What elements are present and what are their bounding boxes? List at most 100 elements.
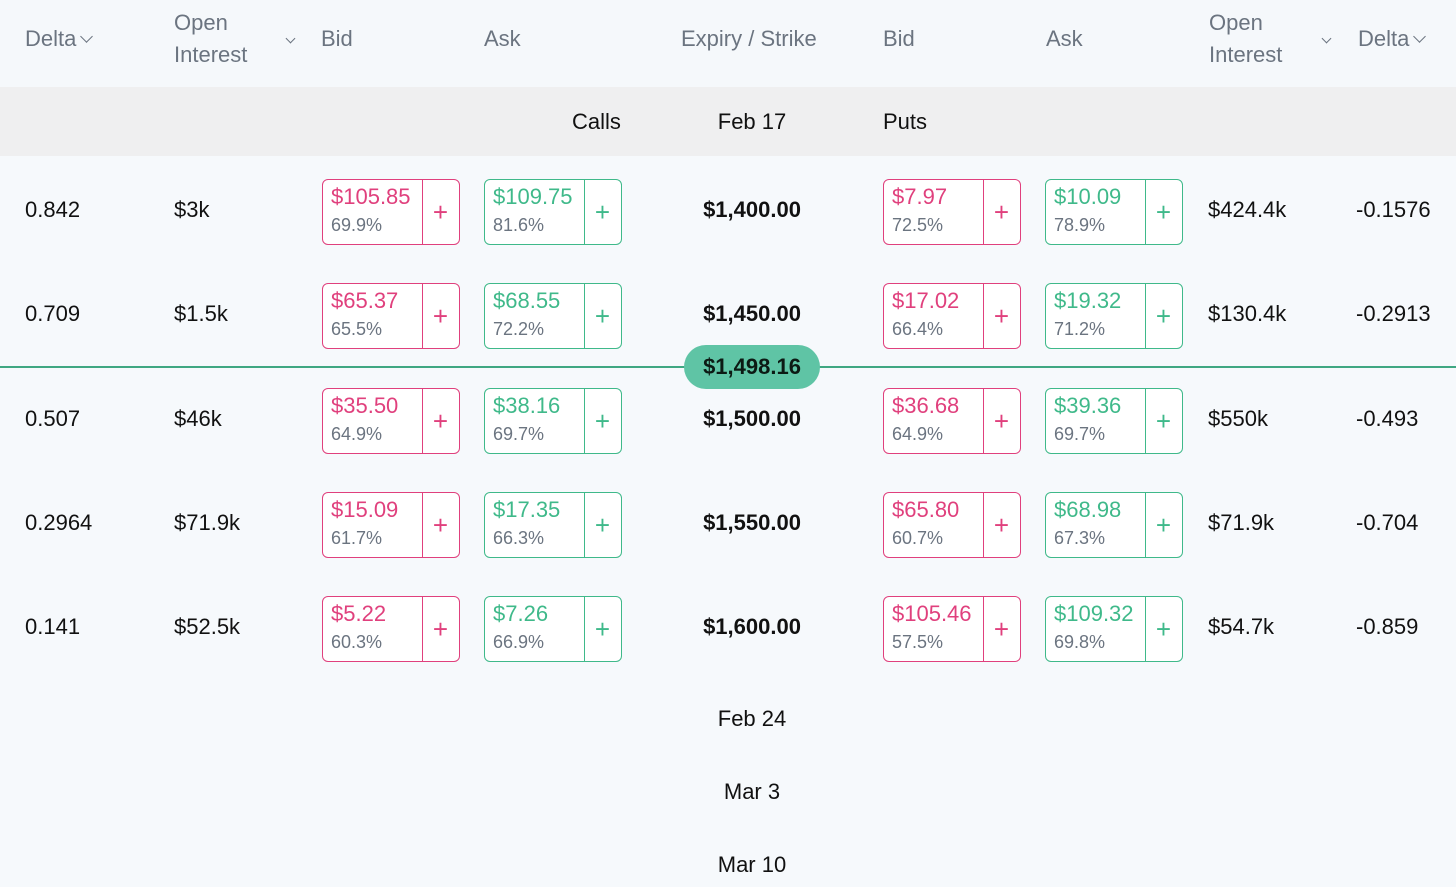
iv: 60.3% — [331, 632, 383, 652]
call-ask-quote[interactable]: $17.35 66.3% + — [484, 492, 622, 558]
price: $105.46 — [892, 601, 972, 626]
plus-icon[interactable]: + — [422, 597, 458, 661]
expiry-group-collapsed[interactable]: Feb 24 — [717, 706, 787, 731]
plus-icon[interactable]: + — [1145, 284, 1181, 348]
call-open-interest: $52.5k — [174, 614, 241, 639]
strike-row: 0.842 $3k $105.85 69.9% + $109.75 81.6% + … — [0, 158, 1456, 262]
price: $5.22 — [331, 601, 387, 626]
plus-icon[interactable]: + — [584, 389, 620, 453]
plus-icon[interactable]: + — [983, 389, 1019, 453]
price: $17.02 — [892, 288, 960, 313]
call-open-interest: $71.9k — [174, 510, 241, 535]
put-open-interest: $54.7k — [1208, 614, 1275, 639]
calls-delta-header[interactable]: Delta — [25, 23, 94, 55]
put-bid-quote[interactable]: $105.46 57.5% + — [883, 596, 1021, 662]
plus-icon[interactable]: + — [983, 597, 1019, 661]
plus-icon[interactable]: + — [584, 180, 620, 244]
plus-icon[interactable]: + — [983, 284, 1019, 348]
expiry-label: Feb 17 — [717, 109, 787, 134]
expiry-group-collapsed[interactable]: Mar 3 — [723, 779, 781, 804]
call-ask-quote[interactable]: $68.55 72.2% + — [484, 283, 622, 349]
call-delta: 0.709 — [25, 301, 81, 326]
chevron-down-icon[interactable] — [1321, 33, 1332, 44]
spot-price-badge: $1,498.16 — [684, 345, 820, 389]
put-ask-quote[interactable]: $68.98 67.3% + — [1045, 492, 1183, 558]
put-delta: -0.1576 — [1356, 197, 1431, 222]
strike-price: $1,550.00 — [703, 510, 801, 535]
price: $19.32 — [1054, 288, 1122, 313]
put-ask-quote[interactable]: $109.32 69.8% + — [1045, 596, 1183, 662]
puts-delta-header[interactable]: Delta — [1358, 23, 1427, 55]
put-bid-quote[interactable]: $7.97 72.5% + — [883, 179, 1021, 245]
plus-icon[interactable]: + — [1145, 493, 1181, 557]
call-open-interest: $46k — [174, 406, 222, 431]
plus-icon[interactable]: + — [422, 493, 458, 557]
price: $7.26 — [493, 601, 549, 626]
put-bid-quote[interactable]: $36.68 64.9% + — [883, 388, 1021, 454]
iv: 57.5% — [892, 632, 944, 652]
plus-icon[interactable]: + — [983, 493, 1019, 557]
calls-label: Calls — [572, 109, 621, 134]
plus-icon[interactable]: + — [1145, 180, 1181, 244]
call-bid-quote[interactable]: $15.09 61.7% + — [322, 492, 460, 558]
iv: 64.9% — [331, 424, 383, 444]
puts-ask-header: Ask — [1046, 26, 1083, 51]
price: $65.80 — [892, 497, 960, 522]
strike-price: $1,600.00 — [703, 614, 801, 639]
price: $39.36 — [1054, 393, 1122, 418]
price: $10.09 — [1054, 184, 1122, 209]
plus-icon[interactable]: + — [584, 284, 620, 348]
puts-label: Puts — [883, 109, 928, 134]
price: $68.55 — [493, 288, 561, 313]
put-ask-quote[interactable]: $19.32 71.2% + — [1045, 283, 1183, 349]
iv: 61.7% — [331, 528, 383, 548]
puts-bid-header: Bid — [883, 26, 915, 51]
calls-ask-header: Ask — [484, 26, 521, 51]
strike-row: 0.141 $52.5k $5.22 60.3% + $7.26 66.9% + $… — [0, 575, 1456, 679]
put-open-interest: $424.4k — [1208, 197, 1287, 222]
plus-icon[interactable]: + — [1145, 389, 1181, 453]
chevron-down-icon — [80, 30, 94, 43]
put-bid-quote[interactable]: $65.80 60.7% + — [883, 492, 1021, 558]
call-bid-quote[interactable]: $5.22 60.3% + — [322, 596, 460, 662]
chevron-down-icon[interactable] — [285, 33, 296, 44]
call-bid-quote[interactable]: $65.37 65.5% + — [322, 283, 460, 349]
plus-icon[interactable]: + — [983, 180, 1019, 244]
put-ask-quote[interactable]: $39.36 69.7% + — [1045, 388, 1183, 454]
plus-icon[interactable]: + — [584, 597, 620, 661]
iv: 66.9% — [493, 632, 545, 652]
expiry-group-collapsed[interactable]: Mar 10 — [717, 852, 787, 877]
iv: 66.3% — [493, 528, 545, 548]
price: $36.68 — [892, 393, 960, 418]
put-ask-quote[interactable]: $10.09 78.9% + — [1045, 179, 1183, 245]
put-open-interest: $130.4k — [1208, 301, 1287, 326]
call-bid-quote[interactable]: $105.85 69.9% + — [322, 179, 460, 245]
plus-icon[interactable]: + — [422, 180, 458, 244]
plus-icon[interactable]: + — [422, 389, 458, 453]
call-ask-quote[interactable]: $38.16 69.7% + — [484, 388, 622, 454]
calls-bid-header: Bid — [321, 26, 353, 51]
put-open-interest: $71.9k — [1208, 510, 1275, 535]
puts-open-interest-header[interactable]: Open Interest — [1209, 10, 1283, 67]
put-delta: -0.859 — [1356, 614, 1419, 639]
put-bid-quote[interactable]: $17.02 66.4% + — [883, 283, 1021, 349]
plus-icon[interactable]: + — [1145, 597, 1181, 661]
column-header: Delta Open Interest Bid Ask Expiry / Str… — [0, 0, 1456, 87]
put-delta: -0.2913 — [1356, 301, 1431, 326]
plus-icon[interactable]: + — [422, 284, 458, 348]
iv: 71.2% — [1054, 319, 1106, 339]
strike-row: 0.2964 $71.9k $15.09 61.7% + $17.35 66.3% … — [0, 471, 1456, 575]
iv: 60.7% — [892, 528, 944, 548]
price: $68.98 — [1054, 497, 1122, 522]
calls-open-interest-header[interactable]: Open Interest — [174, 10, 248, 67]
strike-price: $1,500.00 — [703, 406, 801, 431]
strike-row: 0.507 $46k $35.50 64.9% + $38.16 69.7% + $… — [0, 367, 1456, 471]
expiry-group-header[interactable]: Calls Feb 17 Puts — [0, 87, 1456, 156]
price: $15.09 — [331, 497, 399, 522]
call-bid-quote[interactable]: $35.50 64.9% + — [322, 388, 460, 454]
plus-icon[interactable]: + — [584, 493, 620, 557]
call-ask-quote[interactable]: $7.26 66.9% + — [484, 596, 622, 662]
call-ask-quote[interactable]: $109.75 81.6% + — [484, 179, 622, 245]
call-open-interest: $1.5k — [174, 301, 228, 326]
